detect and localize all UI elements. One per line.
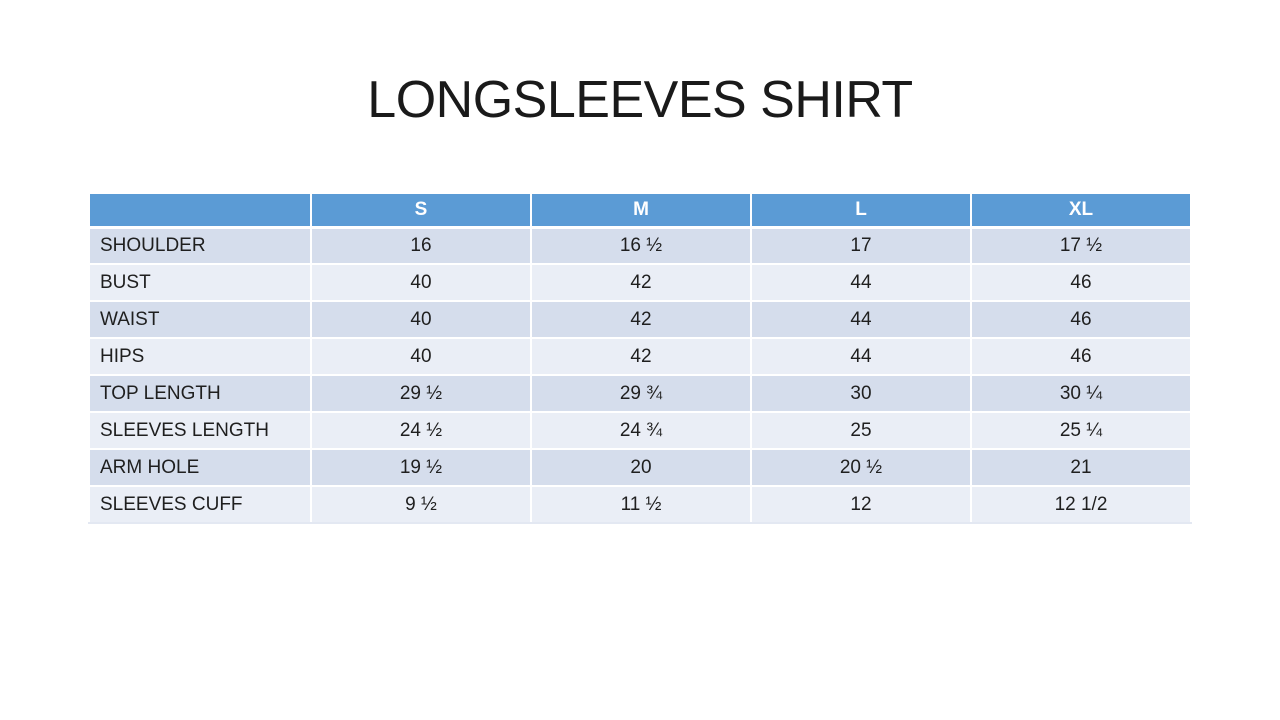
corner-header-cell <box>88 192 312 229</box>
size-value-cell: 29 ½ <box>310 374 532 413</box>
table-row: SLEEVES CUFF 9 ½ 11 ½ 12 12 1/2 <box>88 485 1192 524</box>
table-row: TOP LENGTH 29 ½ 29 ¾ 30 30 ¼ <box>88 374 1192 413</box>
size-value-cell: 19 ½ <box>310 448 532 487</box>
table-header: S M L XL <box>88 192 1192 229</box>
column-header-s: S <box>310 192 532 229</box>
measurement-label: ARM HOLE <box>88 448 312 487</box>
measurement-label: SLEEVES CUFF <box>88 485 312 524</box>
header-row: S M L XL <box>88 192 1192 229</box>
size-value-cell: 46 <box>970 263 1192 302</box>
size-value-cell: 44 <box>750 337 972 376</box>
measurement-label: TOP LENGTH <box>88 374 312 413</box>
size-value-cell: 40 <box>310 337 532 376</box>
size-value-cell: 44 <box>750 263 972 302</box>
size-table: S M L XL SHOULDER 16 16 ½ 17 17 ½ BUST 40 42 44 46 WA… <box>88 192 1192 524</box>
size-value-cell: 21 <box>970 448 1192 487</box>
measurement-label: HIPS <box>88 337 312 376</box>
size-value-cell: 30 ¼ <box>970 374 1192 413</box>
size-value-cell: 46 <box>970 337 1192 376</box>
size-value-cell: 40 <box>310 263 532 302</box>
size-value-cell: 24 ¾ <box>530 411 752 450</box>
size-value-cell: 24 ½ <box>310 411 532 450</box>
table-row: SHOULDER 16 16 ½ 17 17 ½ <box>88 226 1192 265</box>
size-value-cell: 17 ½ <box>970 226 1192 265</box>
size-value-cell: 9 ½ <box>310 485 532 524</box>
size-value-cell: 20 ½ <box>750 448 972 487</box>
size-value-cell: 29 ¾ <box>530 374 752 413</box>
table-row: SLEEVES LENGTH 24 ½ 24 ¾ 25 25 ¼ <box>88 411 1192 450</box>
size-value-cell: 42 <box>530 300 752 339</box>
table-body: SHOULDER 16 16 ½ 17 17 ½ BUST 40 42 44 46 WAIST 40 4… <box>88 226 1192 524</box>
column-header-xl: XL <box>970 192 1192 229</box>
size-value-cell: 25 <box>750 411 972 450</box>
measurement-label: BUST <box>88 263 312 302</box>
size-value-cell: 30 <box>750 374 972 413</box>
size-value-cell: 40 <box>310 300 532 339</box>
size-value-cell: 11 ½ <box>530 485 752 524</box>
size-value-cell: 42 <box>530 263 752 302</box>
table-row: ARM HOLE 19 ½ 20 20 ½ 21 <box>88 448 1192 487</box>
measurement-label: SLEEVES LENGTH <box>88 411 312 450</box>
size-value-cell: 16 <box>310 226 532 265</box>
size-value-cell: 12 <box>750 485 972 524</box>
size-value-cell: 20 <box>530 448 752 487</box>
table-row: BUST 40 42 44 46 <box>88 263 1192 302</box>
size-value-cell: 12 1/2 <box>970 485 1192 524</box>
table-row: HIPS 40 42 44 46 <box>88 337 1192 376</box>
page-title: LONGSLEEVES SHIRT <box>367 71 913 129</box>
size-value-cell: 25 ¼ <box>970 411 1192 450</box>
measurement-label: WAIST <box>88 300 312 339</box>
table-row: WAIST 40 42 44 46 <box>88 300 1192 339</box>
measurement-label: SHOULDER <box>88 226 312 265</box>
size-value-cell: 42 <box>530 337 752 376</box>
size-value-cell: 17 <box>750 226 972 265</box>
column-header-l: L <box>750 192 972 229</box>
size-value-cell: 16 ½ <box>530 226 752 265</box>
size-value-cell: 44 <box>750 300 972 339</box>
column-header-m: M <box>530 192 752 229</box>
size-value-cell: 46 <box>970 300 1192 339</box>
